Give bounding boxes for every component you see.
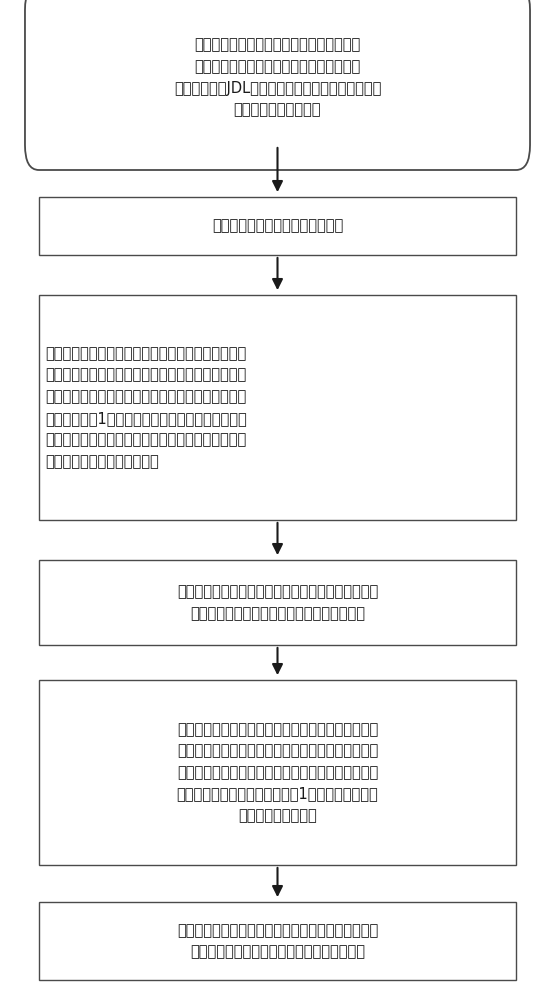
FancyBboxPatch shape [39, 902, 516, 980]
Text: 构造待检测距离单元的数据基矩阵: 构造待检测距离单元的数据基矩阵 [212, 219, 343, 233]
FancyBboxPatch shape [39, 295, 516, 520]
Text: 利用机载预警雷达天线接收机载预警雷达的
空时二维回波数据，对空时二维回波数据进
行联合域定位JDL降维，得到波束多普勒域的降维回
波数据和空时导向矢量: 利用机载预警雷达天线接收机载预警雷达的 空时二维回波数据，对空时二维回波数据进 … [174, 38, 381, 117]
FancyBboxPatch shape [39, 680, 516, 865]
Text: 利用波束多普勒域的降维空时导向矢量导出阻塞矩阵
；利用阻塞矩阵和待检测距离单元的数据，获取目标
阻塞以后的辅助回波数据；该待检测距离单元的数据
依次取自步骤1中: 利用波束多普勒域的降维空时导向矢量导出阻塞矩阵 ；利用阻塞矩阵和待检测距离单元的… [46, 346, 248, 469]
FancyBboxPatch shape [39, 560, 516, 645]
Text: 对待检测距离单元的数据的最小拟合误差进行单元平
均恒虚警检测，并输出存在目标或不存在目标: 对待检测距离单元的数据的最小拟合误差进行单元平 均恒虚警检测，并输出存在目标或不… [177, 923, 378, 959]
FancyBboxPatch shape [39, 197, 516, 255]
Text: 利用目标阻塞以后的数据基矩阵对辅助回波数据进行
数据拟合，获取辅助回波数据的最优拟合系数: 利用目标阻塞以后的数据基矩阵对辅助回波数据进行 数据拟合，获取辅助回波数据的最优… [177, 584, 378, 621]
FancyBboxPatch shape [25, 0, 530, 170]
Text: 利用待检测距离单元的数据基矩阵和辅助回波数据的
最优拟合系数对待检测距离单元数据进行数据拟合，
获取待检测距离单元的数据的最小拟合误差；该待检
测距离单元的数据: 利用待检测距离单元的数据基矩阵和辅助回波数据的 最优拟合系数对待检测距离单元数据… [176, 722, 379, 823]
